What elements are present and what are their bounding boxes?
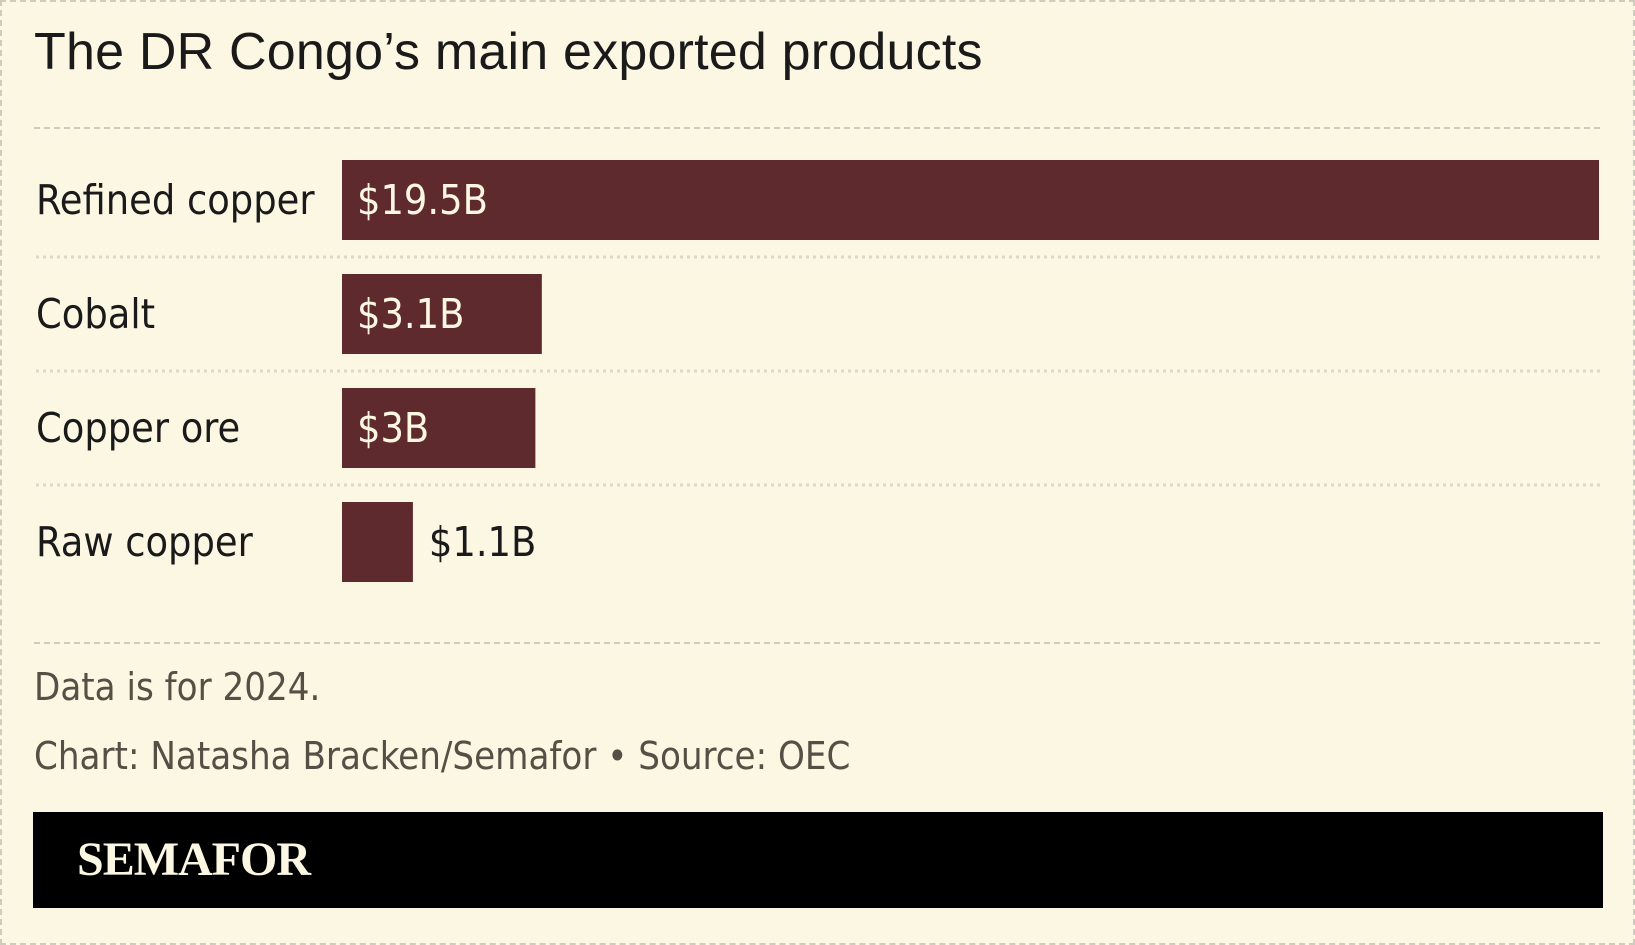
bar-value-label: $19.5B <box>357 176 488 224</box>
category-label: Cobalt <box>36 290 155 338</box>
category-label: Copper ore <box>36 404 240 452</box>
bar <box>342 388 536 468</box>
data-note: Data is for 2024. <box>34 665 321 709</box>
notes-divider <box>34 642 1600 644</box>
category-label: Raw copper <box>36 518 254 566</box>
chart-title: The DR Congo’s main exported products <box>34 23 983 81</box>
semafor-logo: SEMAFOR <box>77 833 311 886</box>
bar-value-label: $3.1B <box>357 290 464 338</box>
footer-bar: SEMAFOR <box>33 812 1603 908</box>
bar <box>342 160 1599 240</box>
bar-value-label: $3B <box>357 404 429 452</box>
chart-credit: Chart: Natasha Bracken/Semafor • Source:… <box>34 734 851 778</box>
bar <box>342 274 542 354</box>
title-divider <box>34 127 1600 129</box>
category-label: Refined copper <box>36 176 315 224</box>
bar-value-label: $1.1B <box>429 518 536 566</box>
bar <box>342 502 413 582</box>
